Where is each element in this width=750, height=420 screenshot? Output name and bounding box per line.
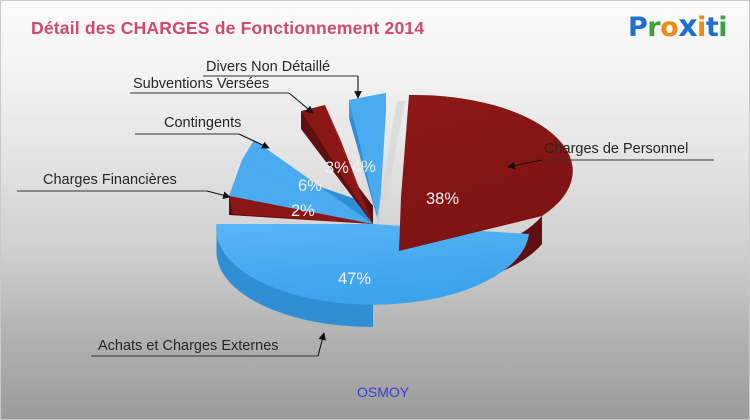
slice-contingents[interactable] xyxy=(229,160,373,224)
callout-label-personnel: Charges de Personnel xyxy=(544,141,688,157)
logo-letter-i2: i xyxy=(718,12,727,43)
callout-label-subventions: Subventions Versées xyxy=(133,76,269,92)
callout-label-divers: Divers Non Détaillé xyxy=(206,59,330,75)
pct-label-subventions: 3% xyxy=(325,159,349,177)
callout-charges-de-personnel: Charges de Personnel xyxy=(507,141,714,170)
callout-label-contingents: Contingents xyxy=(164,115,241,131)
callout-contingents: Contingents xyxy=(135,115,270,149)
commune-label: OSMOY xyxy=(357,384,410,400)
proxiti-logo[interactable]: Proxiti xyxy=(628,12,727,42)
slice-charges-de-personnel[interactable] xyxy=(399,94,573,251)
logo-letter-p: P xyxy=(628,12,648,43)
pct-label-achats: 47% xyxy=(338,270,371,288)
explode-gap xyxy=(376,101,405,224)
slice-subventions-versees[interactable] xyxy=(301,105,373,224)
slice-subventions-versees-b[interactable] xyxy=(325,105,373,224)
callout-label-achats: Achats et Charges Externes xyxy=(98,338,279,354)
pct-label-divers: 4% xyxy=(352,158,376,176)
callout-divers-non-detaille: Divers Non Détaillé xyxy=(203,59,362,99)
logo-letter-x: x xyxy=(678,9,698,44)
slice-contingents-upper[interactable] xyxy=(242,140,373,224)
pct-label-personnel: 38% xyxy=(426,190,459,208)
callout-achats-et-charges-externes: Achats et Charges Externes xyxy=(91,332,326,357)
pct-label-contingents: 6% xyxy=(298,177,322,195)
slice-achats-et-charges-externes[interactable] xyxy=(216,224,529,305)
logo-letter-i1: i xyxy=(697,12,706,43)
pie-top-faces xyxy=(216,93,573,305)
callout-subventions-versees: Subventions Versées xyxy=(130,76,314,114)
callout-charges-financieres: Charges Financières xyxy=(17,172,231,199)
callout-label-financieres: Charges Financières xyxy=(43,172,177,188)
logo-letter-o: o xyxy=(660,12,679,43)
logo-letter-t: t xyxy=(705,12,719,43)
page-title: Détail des CHARGES de Fonctionnement 201… xyxy=(31,18,425,38)
pct-label-financieres: 2% xyxy=(291,202,315,220)
logo-letter-r: r xyxy=(647,12,661,43)
slice-divers-non-detaille[interactable] xyxy=(349,93,386,224)
